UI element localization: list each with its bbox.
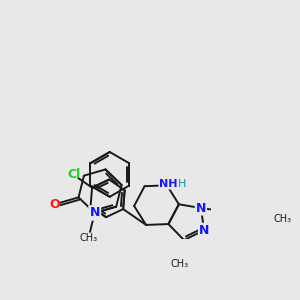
Text: H: H (178, 179, 187, 189)
Text: N: N (199, 224, 209, 237)
Text: CH₃: CH₃ (171, 259, 189, 269)
Text: N: N (196, 202, 206, 214)
Text: CH₃: CH₃ (80, 233, 98, 243)
Text: O: O (50, 198, 60, 211)
Text: N: N (89, 206, 100, 219)
Text: CH₃: CH₃ (274, 214, 292, 224)
Text: Cl: Cl (67, 168, 80, 182)
Text: NH: NH (159, 179, 178, 189)
